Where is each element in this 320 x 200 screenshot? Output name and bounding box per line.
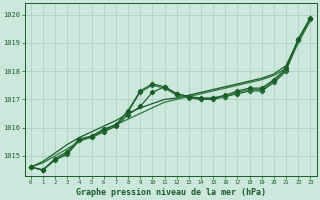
- X-axis label: Graphe pression niveau de la mer (hPa): Graphe pression niveau de la mer (hPa): [76, 188, 266, 197]
